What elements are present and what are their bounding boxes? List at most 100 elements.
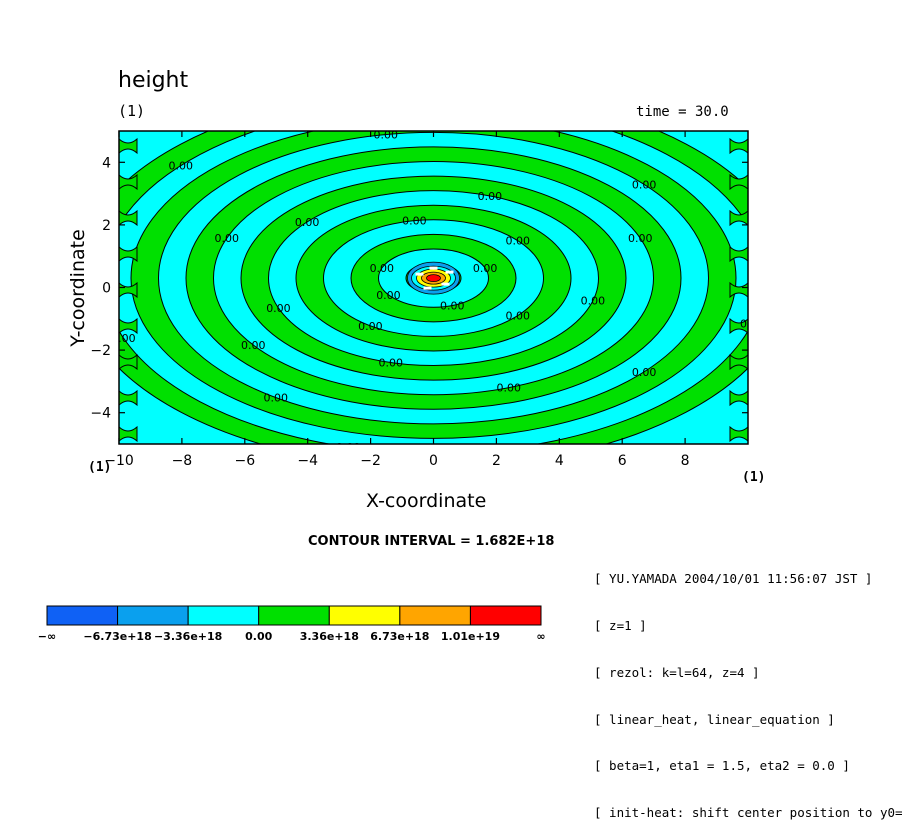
x-tick-label: −10	[104, 453, 134, 469]
contour-label: 0.00	[440, 300, 465, 313]
y-axis-label: Y-coordinate	[67, 229, 89, 347]
y-tick-label: −4	[90, 406, 111, 422]
edge-contour	[729, 353, 748, 371]
x-tick-label: 8	[681, 453, 690, 469]
colorbar-label: 1.01e+19	[441, 630, 500, 643]
contour-label: 0.00	[740, 317, 765, 330]
edge-contour	[119, 281, 138, 299]
contour-label: 0.00	[373, 129, 398, 142]
contour-label: 0.00	[336, 441, 361, 454]
contour-label: 0.00	[370, 262, 395, 275]
contour-label: 0.00	[241, 339, 266, 352]
colorbar-label: ∞	[536, 630, 545, 643]
x-tick-label: −2	[360, 453, 381, 469]
contour-label: 0.00	[632, 178, 657, 191]
colorbar-label: 0.00	[245, 630, 272, 643]
x-tick-label: −6	[234, 453, 255, 469]
edge-contour	[729, 389, 748, 407]
edge-contour	[119, 173, 138, 191]
edge-contour	[729, 137, 748, 155]
contour-label: 0.00	[506, 310, 531, 323]
note-line: [ YU.YAMADA 2004/10/01 11:56:07 JST ]	[594, 571, 873, 587]
contour-label: 0.00	[376, 289, 401, 302]
x-tick-label: 4	[555, 453, 564, 469]
note-line: [ beta=1, eta1 = 1.5, eta2 = 0.0 ]	[594, 758, 850, 774]
colorbar-swatch	[258, 605, 330, 626]
contour-interval: CONTOUR INTERVAL = 1.682E+18	[308, 534, 555, 549]
x-tick-label: −8	[172, 453, 193, 469]
chart-subtitle: (1)	[118, 102, 146, 120]
edge-contour	[729, 281, 748, 299]
contour-plot: 0.00 0.00 0.00 0.00 0.00 0.00 0.00 0.00 0.00 0.00…	[38, 108, 765, 643]
y-tick-label: 2	[102, 218, 111, 234]
contour-label: 0.00	[168, 160, 193, 173]
colorbar-label: 3.36e+18	[300, 630, 359, 643]
edge-contour	[119, 137, 138, 155]
x-tick-label: 6	[618, 453, 627, 469]
x-tick-label: −4	[297, 453, 318, 469]
contour-labels: 0.00 0.00 0.00 0.00 0.00 0.00 0.00 0.00 0.00 0.00…	[111, 108, 765, 454]
colorbar-swatch	[328, 605, 401, 626]
contour-label: 0.00	[496, 382, 521, 395]
contour-label: 0.00	[358, 320, 383, 333]
edge-contour	[119, 317, 138, 335]
x-unit-left: (1)	[88, 460, 112, 475]
contour-label: 0.00	[402, 215, 427, 228]
contour-field	[119, 131, 748, 444]
edge-contour	[119, 425, 138, 443]
y-tick-label: −2	[90, 343, 111, 359]
contour-label: 0.00	[478, 190, 503, 203]
contour-label: 0.00	[628, 232, 653, 245]
edge-contour	[729, 173, 748, 191]
edge-contour	[119, 245, 138, 263]
contour-label: 0.00	[264, 392, 289, 405]
note-line: [ linear_heat, linear_equation ]	[594, 711, 835, 727]
contour-label: 0.00	[111, 332, 136, 345]
contour-label: 0.00	[295, 216, 320, 229]
colorbar-swatch	[187, 605, 260, 626]
x-axis-label: X-coordinate	[366, 490, 487, 512]
core-detail	[423, 286, 432, 290]
edge-contour	[119, 209, 138, 227]
colorbar: −∞ −6.73e+18 −3.36e+18 0.00 3.36e+18 6.73e+18…	[38, 605, 546, 643]
time-label: time = 30.0	[636, 104, 729, 120]
edge-contour	[119, 389, 138, 407]
contour-label: 0.00	[379, 357, 404, 370]
colorbar-swatch	[117, 605, 189, 626]
contour-label: 0.00	[534, 108, 559, 121]
contour-label: 0.00	[506, 235, 531, 248]
core-detail	[415, 272, 424, 276]
note-line: [ z=1 ]	[594, 617, 647, 633]
core-contour	[426, 274, 441, 283]
core-detail	[429, 266, 438, 270]
colorbar-swatch	[46, 605, 119, 626]
core-detail	[441, 282, 450, 286]
x-tick-label: 0	[429, 453, 438, 469]
run-notes: [ YU.YAMADA 2004/10/01 11:56:07 JST ] [ …	[594, 540, 904, 836]
edge-contour	[729, 245, 748, 263]
core-detail	[445, 270, 454, 274]
colorbar-label: −3.36e+18	[154, 630, 222, 643]
edge-contour	[729, 425, 748, 443]
contour-label: 0.00	[266, 302, 291, 315]
contour-label: 0.00	[473, 262, 498, 275]
axes: −10 −8 −6 −4 −2 0 2 4 6 8 −4 −2 0 2 4	[90, 131, 748, 469]
x-tick-label: 2	[492, 453, 501, 469]
edge-contour	[119, 353, 138, 371]
x-unit-right: (1)	[742, 470, 766, 485]
y-tick-label: 0	[102, 281, 111, 297]
edge-contour	[729, 317, 748, 335]
note-line: [ rezol: k=l=64, z=4 ]	[594, 664, 760, 680]
y-tick-label: 4	[102, 155, 111, 171]
edge-contour	[729, 209, 748, 227]
colorbar-swatch	[399, 605, 471, 626]
colorbar-swatch	[469, 605, 542, 626]
colorbar-label: −∞	[38, 630, 56, 643]
contour-label: 0.00	[581, 295, 606, 308]
colorbar-label: −6.73e+18	[83, 630, 151, 643]
colorbar-label: 6.73e+18	[370, 630, 429, 643]
note-line: [ init-heat: shift center position to y0…	[594, 805, 904, 821]
contour-label: 0.00	[215, 232, 240, 245]
contour-label: 0.00	[632, 366, 657, 379]
chart-title: height	[118, 68, 189, 93]
